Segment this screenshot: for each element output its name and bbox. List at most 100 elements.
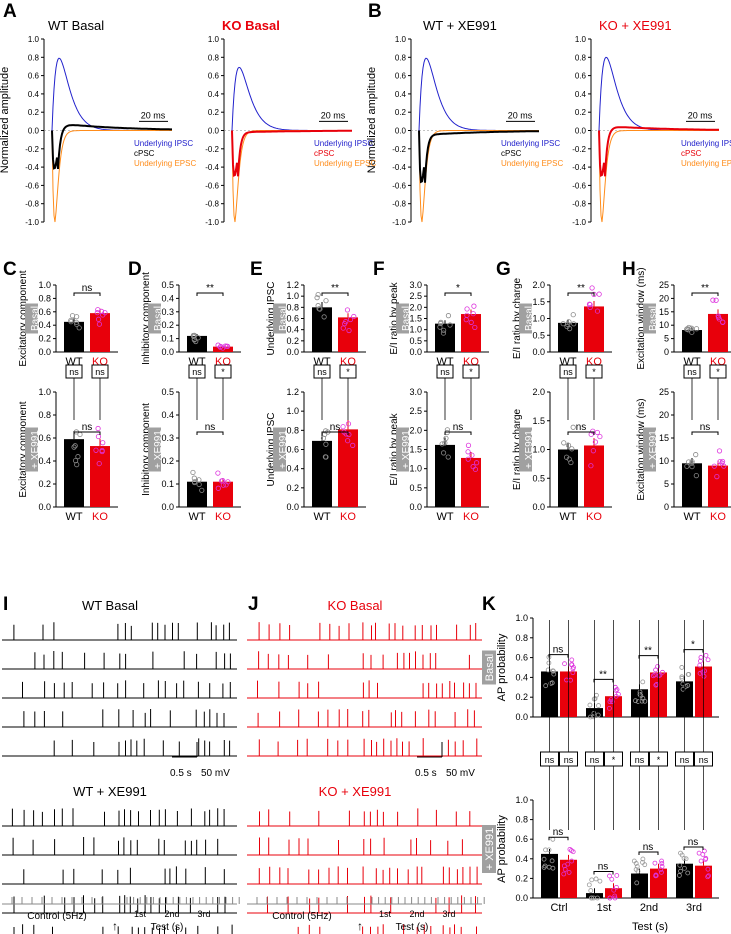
bar-ko (461, 314, 481, 352)
data-point (642, 862, 648, 868)
data-point (470, 311, 476, 317)
data-point (703, 855, 709, 861)
data-point (570, 312, 576, 318)
y-tick-label: -0.2 (572, 145, 586, 154)
data-point (465, 442, 472, 448)
data-point (700, 669, 706, 675)
data-point (550, 865, 556, 871)
data-point (589, 895, 594, 901)
x-label: WT (65, 511, 82, 523)
comparison-box (188, 364, 206, 379)
data-point (323, 454, 329, 460)
sig-label: ns (82, 422, 93, 433)
data-point (613, 693, 619, 699)
test-label: Test (s) (151, 922, 184, 933)
y-tick-label: 5 (664, 479, 669, 489)
sig-bracket (321, 292, 349, 296)
sig-bracket (683, 649, 704, 653)
data-point (597, 433, 603, 440)
y-tick-label: 5 (664, 334, 669, 344)
bar-wt (631, 873, 648, 898)
y-tick-label: -1.0 (572, 218, 586, 227)
spike-trace-row (247, 837, 482, 856)
row-label-box (148, 427, 161, 472)
comparison-box (91, 364, 109, 379)
data-point (350, 442, 356, 448)
data-point (689, 460, 695, 466)
y-tick-label: 0.8 (286, 302, 299, 312)
bar-wt (435, 323, 455, 352)
comparison-box (630, 751, 649, 767)
x-label: 2nd (640, 902, 658, 914)
data-point (569, 858, 575, 864)
sig-bracket (567, 431, 595, 435)
y-tick-label: 0.0 (395, 127, 407, 136)
data-point (589, 285, 595, 291)
data-point (713, 297, 719, 303)
comparison-label: * (221, 367, 225, 377)
data-point (570, 849, 576, 855)
data-point (94, 310, 100, 316)
data-point (563, 454, 570, 460)
x-label: KO (215, 511, 231, 523)
y-tick-label: 25 (659, 387, 669, 397)
data-point (587, 302, 593, 308)
spike-scale-mv: 50 mV (446, 768, 475, 779)
y-tick-label: 2.5 (409, 406, 422, 416)
data-point (683, 683, 689, 689)
y-tick-label: 0.3 (161, 307, 174, 317)
arrow-up-icon: ↑ (357, 919, 363, 933)
data-point (586, 301, 593, 307)
bin-label: 3rd (442, 909, 455, 919)
sig-bracket (691, 292, 719, 296)
data-point (351, 313, 357, 320)
row-label: Basal (484, 654, 496, 682)
x-label: WT (559, 511, 576, 523)
data-point (445, 454, 451, 460)
stimulus-ticks (2, 897, 240, 905)
data-point (705, 866, 711, 872)
scale-label: 20 ms (141, 110, 166, 120)
y-axis-label: E/I ratio by charge (512, 408, 523, 490)
x-label: WT (436, 511, 453, 523)
sig-label: ns (453, 422, 464, 433)
row-label-box (25, 303, 38, 334)
sig-label: ** (701, 283, 709, 294)
bar-wt (558, 449, 578, 507)
data-point (199, 487, 205, 493)
y-axis-label: Excitation window (ms) (636, 398, 647, 500)
data-point (588, 463, 594, 469)
data-point (590, 714, 596, 720)
data-point (191, 337, 197, 343)
y-tick-label: 0.5 (161, 387, 174, 397)
data-point (677, 873, 682, 878)
spike-trace-row (2, 651, 237, 670)
y-tick-label: 1.0 (515, 795, 528, 805)
data-point (569, 662, 575, 667)
y-tick-label: 1.0 (532, 314, 545, 324)
y-tick-label: 0.6 (286, 314, 299, 324)
data-point (592, 439, 599, 445)
y-tick-label: 2.0 (532, 280, 545, 290)
y-tick-label: -0.4 (572, 163, 586, 172)
y-tick-label: 1.0 (409, 325, 422, 335)
data-point (640, 856, 646, 862)
data-point (698, 858, 704, 864)
scale-label: 20 ms (508, 110, 533, 120)
y-tick-label: 25 (659, 280, 669, 290)
data-point (614, 884, 619, 890)
y-tick-label: 0.0 (38, 347, 51, 357)
bin-label: 1st (134, 909, 147, 919)
data-point (464, 306, 470, 312)
y-tick-label: 0 (664, 502, 669, 512)
row-label: Basal (278, 306, 289, 331)
bin-label: 2nd (409, 909, 424, 919)
sig-label: * (456, 283, 460, 294)
data-point (596, 703, 601, 708)
y-tick-label: 0.6 (208, 72, 220, 81)
comparison-box (559, 364, 577, 379)
comparison-box (559, 751, 578, 767)
data-point (323, 441, 329, 447)
bar-ko (90, 313, 110, 352)
